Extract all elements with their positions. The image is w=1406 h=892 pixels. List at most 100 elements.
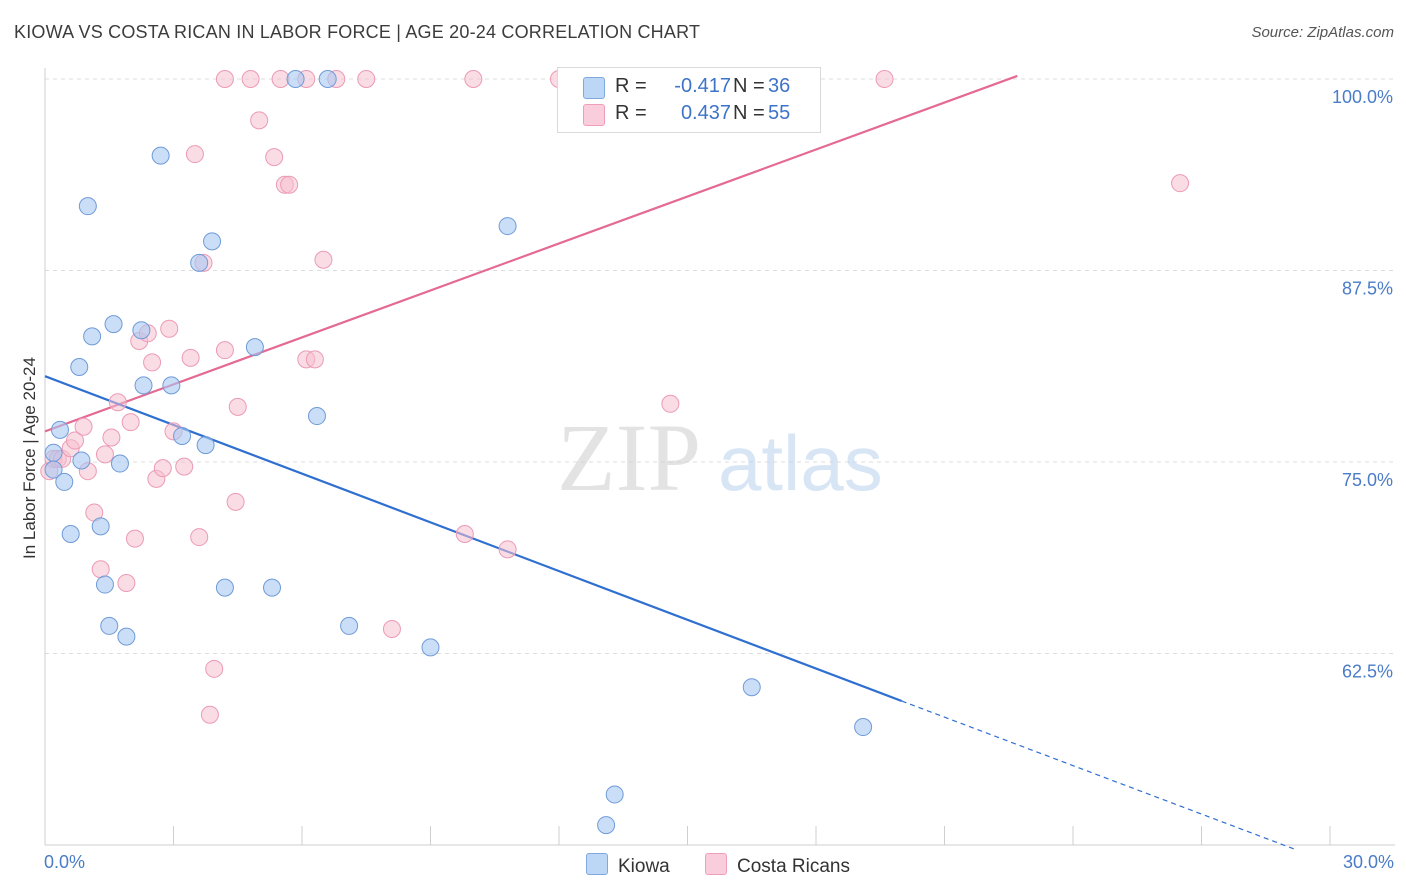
costa-point [143, 353, 162, 372]
costa-point [190, 528, 209, 547]
r-label: R = [615, 75, 647, 97]
costa-point [181, 348, 200, 367]
n-label: N = [733, 102, 765, 124]
costa-point [455, 525, 474, 544]
n-label: N = [733, 75, 765, 97]
kiowa-point [110, 454, 129, 473]
costa-point [153, 459, 172, 478]
kiowa-point [151, 146, 170, 165]
kiowa-swatch-icon [583, 77, 605, 99]
legend-kiowa: Kiowa [586, 853, 670, 878]
y-tick-label: 100.0% [1332, 87, 1393, 107]
kiowa-point [117, 627, 136, 646]
stats-legend: R = -0.417 N = 36 R = 0.437 N = 55 [557, 67, 821, 133]
costa-point [215, 70, 234, 88]
source-label: Source: ZipAtlas.com [1251, 24, 1394, 41]
kiowa-point [95, 575, 114, 594]
costa-point [125, 529, 144, 548]
costa-legend-icon [705, 853, 727, 875]
kiowa-point [50, 420, 69, 439]
legend-costa: Costa Ricans [705, 853, 850, 878]
kiowa-point [83, 327, 102, 346]
kiowa-point [72, 451, 91, 470]
kiowa-point [104, 315, 123, 334]
kiowa-point [162, 376, 181, 395]
kiowa-point [318, 70, 337, 88]
kiowa-point [91, 517, 110, 536]
y-tick-label: 87.5% [1342, 279, 1393, 299]
kiowa-point [100, 616, 119, 635]
kiowa-point [44, 460, 63, 479]
legend-costa-label: Costa Ricans [737, 856, 850, 877]
costa-point [91, 560, 110, 579]
kiowa-point [421, 638, 440, 657]
costa-point [382, 619, 401, 638]
costa-point [1171, 174, 1190, 193]
n-value: 55 [768, 102, 791, 124]
r-value: 0.437 [680, 102, 731, 124]
costa-point [200, 705, 219, 724]
kiowa-point [286, 70, 305, 88]
kiowa-point [132, 321, 151, 340]
costa-point [65, 431, 84, 450]
x-tick-max: 30.0% [1342, 852, 1394, 872]
costa-point [121, 413, 140, 432]
kiowa-point [605, 785, 624, 804]
costa-point [305, 350, 324, 369]
grid-lines [45, 78, 1395, 654]
kiowa-point [55, 472, 74, 491]
kiowa-point [173, 426, 192, 445]
costa-point [175, 457, 194, 476]
costa-point [226, 492, 245, 511]
n-value: 36 [768, 75, 791, 97]
costa-point [108, 393, 127, 412]
kiowa-point [498, 217, 517, 236]
costa-trend-line [44, 74, 1018, 433]
watermark: ZIP atlas [557, 404, 883, 511]
kiowa-point [215, 578, 234, 597]
kiowa-point [263, 578, 282, 597]
kiowa-legend-icon [586, 853, 608, 875]
costa-point [241, 70, 260, 88]
watermark-atlas: atlas [718, 419, 883, 507]
costa-point [875, 70, 894, 88]
kiowa-point [44, 443, 63, 462]
costa-point [102, 428, 121, 447]
costa-point [280, 175, 299, 194]
kiowa-point [190, 253, 209, 272]
costa-point [314, 250, 333, 269]
r-value: -0.417 [674, 75, 731, 97]
costa-point [265, 148, 284, 167]
costa-point [74, 417, 93, 436]
costa-point [271, 70, 290, 88]
kiowa-point [70, 358, 89, 377]
kiowa-point [203, 232, 222, 251]
costa-swatch-icon [583, 104, 605, 126]
costa-point [160, 319, 179, 338]
kiowa-point [196, 436, 215, 455]
kiowa-trend-extension [901, 700, 1296, 851]
legend-kiowa-label: Kiowa [618, 856, 670, 877]
costa-point [228, 397, 247, 416]
kiowa-point [134, 376, 153, 395]
kiowa-point [597, 816, 616, 835]
chart-title: KIOWA VS COSTA RICAN IN LABOR FORCE | AG… [14, 22, 701, 42]
kiowa-point [61, 525, 80, 544]
costa-point [185, 145, 204, 164]
costa-point [464, 70, 483, 88]
costa-point [498, 540, 517, 559]
kiowa-point [742, 678, 761, 697]
y-tick-label: 75.0% [1342, 470, 1393, 490]
costa-point [215, 341, 234, 360]
y-tick-label: 62.5% [1342, 662, 1393, 682]
costa-point [95, 445, 114, 464]
kiowa-point [854, 718, 873, 737]
costa-point [357, 70, 376, 88]
kiowa-point [340, 616, 359, 635]
y-tick-labels: 100.0% 87.5% 75.0% 62.5% [1332, 87, 1393, 682]
kiowa-point [307, 407, 326, 426]
kiowa-point [78, 197, 97, 216]
costa-point [250, 111, 269, 130]
costa-point [205, 659, 224, 678]
